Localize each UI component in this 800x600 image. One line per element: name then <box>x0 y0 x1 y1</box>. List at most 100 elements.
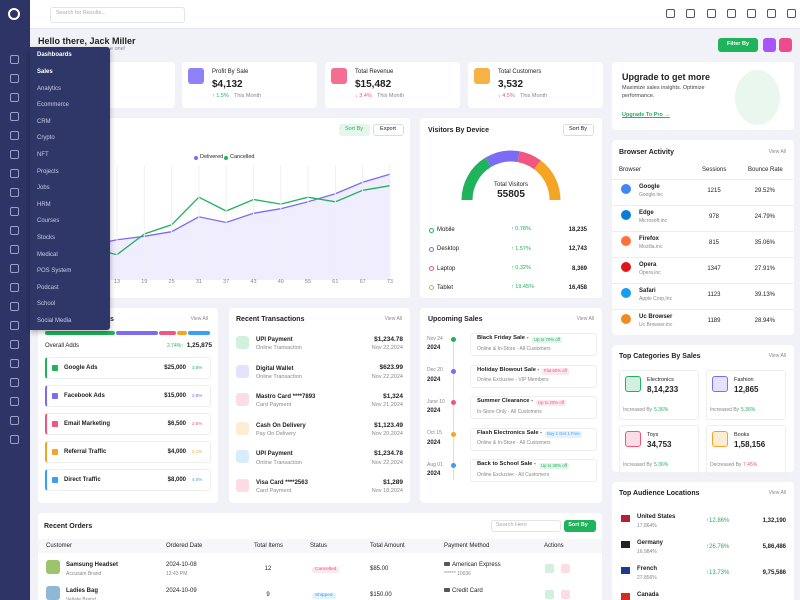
transactions-card <box>229 308 410 503</box>
sidebar-icon[interactable] <box>10 340 19 349</box>
sidebar-icon[interactable] <box>10 74 19 83</box>
toolbar-icon[interactable] <box>727 9 736 18</box>
view-all[interactable]: View All <box>576 315 594 322</box>
view-all[interactable]: View All <box>384 315 402 322</box>
toolbar-icon[interactable] <box>787 9 796 18</box>
device-name: Mobile <box>437 227 455 233</box>
action-view[interactable] <box>545 564 554 573</box>
sort-button[interactable] <box>564 520 596 532</box>
view-all[interactable]: View All <box>768 148 786 155</box>
upgrade-link[interactable]: Upgrade To Pro → <box>622 112 670 119</box>
sidebar-icon[interactable] <box>10 226 19 235</box>
toolbar-icon[interactable] <box>767 9 776 18</box>
orders-card <box>38 513 602 600</box>
toolbar-icon[interactable] <box>747 9 756 18</box>
menu-item[interactable]: HRM <box>37 201 51 208</box>
menu-item[interactable]: Jobs <box>37 185 50 192</box>
sort-button[interactable] <box>339 124 370 136</box>
menu-item[interactable]: School <box>37 301 56 308</box>
sale-title: Flash Electronics Sale - <box>477 429 543 436</box>
sidebar-icon[interactable] <box>10 321 19 330</box>
category-icon <box>712 376 728 392</box>
browser-row <box>612 179 794 180</box>
bounce-rate: 24.79% <box>754 214 775 220</box>
timeline <box>453 340 454 480</box>
menu-item[interactable]: Medical <box>37 251 58 258</box>
toolbar-icon[interactable] <box>707 9 716 18</box>
sidebar-icon[interactable] <box>10 188 19 197</box>
export-button[interactable] <box>373 124 404 136</box>
transaction-icon <box>236 450 249 464</box>
menu-item[interactable]: NFT <box>37 152 49 158</box>
sidebar-icon[interactable] <box>10 359 19 368</box>
view-all[interactable]: View All <box>190 315 208 322</box>
legend-label: Cancelled <box>230 154 255 161</box>
menu-item[interactable]: Analytics <box>37 85 62 92</box>
stat-period: This Month <box>377 93 405 100</box>
x-tick-label: 43 <box>250 279 257 286</box>
lead-icon <box>52 477 58 483</box>
sidebar-icon[interactable] <box>10 131 19 140</box>
transaction-date: Nov 22,2024 <box>371 459 403 466</box>
sidebar-icon[interactable] <box>10 397 19 406</box>
action-button[interactable] <box>779 38 792 52</box>
view-all[interactable]: View All <box>768 352 786 359</box>
view-all[interactable]: View All <box>768 489 786 496</box>
country-share: 16.984% <box>637 548 657 555</box>
menu-item[interactable]: CRM <box>37 118 51 125</box>
sidebar-icon[interactable] <box>10 207 19 216</box>
menu-item[interactable]: Sales <box>37 69 53 75</box>
sort-button[interactable] <box>563 124 594 136</box>
menu-item[interactable]: Ecommerce <box>37 102 70 109</box>
menu-item[interactable]: Courses <box>37 218 60 225</box>
device-name: Tablet <box>437 284 454 291</box>
sale-year: 2024 <box>427 376 441 383</box>
transaction-name: UPI Payment <box>256 337 293 343</box>
transaction-date: Nov 22,2024 <box>371 373 403 380</box>
toolbar-icon[interactable] <box>666 9 675 18</box>
sidebar-icon[interactable] <box>10 245 19 254</box>
menu-item[interactable]: Social Media <box>37 318 72 324</box>
country-share: 17.864% <box>637 522 657 529</box>
sidebar-icon[interactable] <box>10 112 19 121</box>
stat-period: This Month <box>234 93 262 100</box>
stat-value: $4,132 <box>212 79 243 90</box>
category-icon <box>625 431 641 447</box>
toolbar-icon[interactable] <box>686 9 695 18</box>
sidebar-icon[interactable] <box>10 416 19 425</box>
menu-item[interactable]: POS System <box>37 268 72 275</box>
legend-label: Delivered <box>200 154 224 161</box>
sidebar-icon[interactable] <box>10 55 19 64</box>
sidebar-icon[interactable] <box>10 378 19 387</box>
sidebar-icon[interactable] <box>10 169 19 178</box>
category-name: Electronics <box>647 377 674 384</box>
action-delete[interactable] <box>561 590 570 599</box>
sort-label: Sort By <box>568 126 588 133</box>
sale-audience: Online Exclusive - All Customers <box>477 471 550 478</box>
transaction-amount: $1,234.78 <box>374 450 403 458</box>
action-delete[interactable] <box>561 564 570 573</box>
sidebar-icon[interactable] <box>10 435 19 444</box>
sidebar-icon[interactable] <box>10 302 19 311</box>
card-icon <box>444 588 450 592</box>
menu-item[interactable]: Podcast <box>37 284 59 291</box>
column-header: Customer <box>46 543 73 549</box>
action-button[interactable] <box>763 38 776 52</box>
stat-card <box>182 62 317 108</box>
sidebar-icon[interactable] <box>10 150 19 159</box>
sidebar-icon[interactable] <box>10 93 19 102</box>
sidebar-icon[interactable] <box>10 264 19 273</box>
category-value: 1,58,156 <box>734 440 766 449</box>
sale-audience: Online & In-Store - All Customers <box>477 345 551 352</box>
menu-item[interactable]: Projects <box>37 168 59 175</box>
search-input[interactable] <box>491 520 561 532</box>
search-box[interactable] <box>50 7 185 23</box>
sale-box <box>470 364 597 388</box>
action-view[interactable] <box>545 590 554 599</box>
menu-item[interactable]: Crypto <box>37 135 55 142</box>
card-title: Browser Activity <box>619 148 674 156</box>
menu-item[interactable]: Stocks <box>37 235 56 241</box>
filter-button[interactable] <box>718 38 758 52</box>
column-header: Sessions <box>702 167 727 173</box>
sidebar-icon[interactable] <box>10 283 19 292</box>
